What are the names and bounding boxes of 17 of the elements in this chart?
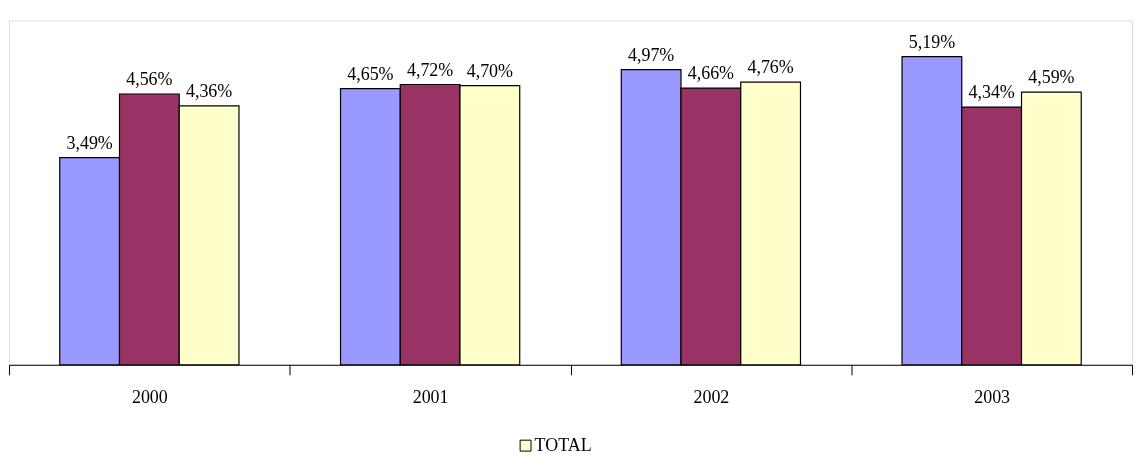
x-tick-label: 2000: [131, 387, 168, 408]
data-label: 4,76%: [747, 57, 794, 78]
x-tick-label: 2001: [412, 387, 449, 408]
data-label: 4,56%: [126, 69, 173, 90]
data-label: 4,70%: [466, 60, 514, 81]
data-label: 3,49%: [66, 132, 113, 153]
legend-label: TOTAL: [534, 434, 592, 455]
data-label: 4,34%: [968, 82, 1015, 103]
data-label: 4,66%: [687, 63, 735, 84]
data-label: 4,65%: [347, 63, 394, 84]
x-tick-label: 2003: [974, 387, 1011, 408]
data-label: 4,36%: [185, 80, 233, 101]
data-label: 5,19%: [908, 31, 956, 52]
data-label: 4,72%: [406, 59, 454, 80]
data-label: 4,59%: [1028, 67, 1075, 88]
data-label: 4,97%: [627, 44, 675, 65]
x-tick-label: 2002: [693, 387, 730, 408]
